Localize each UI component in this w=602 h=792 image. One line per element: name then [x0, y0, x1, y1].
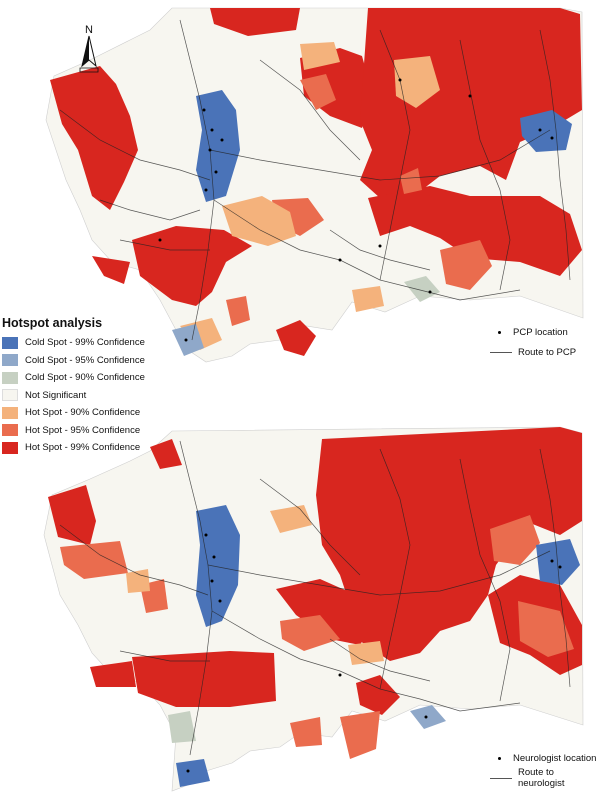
pcp-route-label: Route to PCP: [518, 346, 577, 358]
legend-item-not-significant: Not Significant: [0, 387, 200, 405]
legend-item-cold-95: Cold Spot - 95% Confidence: [0, 352, 200, 370]
hot-spot-95-regions: [60, 515, 574, 759]
legend-swatch: [2, 371, 18, 384]
pcp-route-legend-row: Route to PCP: [490, 342, 600, 362]
hot-spot-99-regions: [50, 8, 582, 356]
legend-swatch: [2, 441, 18, 454]
hot-spot-90-regions: [126, 505, 384, 665]
legend-label: Cold Spot - 95% Confidence: [25, 354, 145, 366]
legend-swatch: [2, 406, 18, 419]
pcp-hotspot-map: [45, 7, 584, 363]
legend-label: Cold Spot - 90% Confidence: [25, 372, 145, 384]
north-arrow-icon: N: [79, 24, 99, 73]
legend-swatch: [2, 389, 18, 402]
pcp-location-label: PCP location: [513, 326, 568, 338]
legend-item-cold-99: Cold Spot - 99% Confidence: [0, 334, 200, 352]
neurologist-location-label: Neurologist location: [513, 752, 597, 764]
legend-swatch: [2, 336, 18, 349]
neurologist-location-legend-row: Neurologist location: [490, 748, 600, 768]
route-network: [59, 440, 571, 756]
pcp-location-points: [158, 78, 554, 342]
route-line-icon: [490, 777, 512, 779]
cold-spot-regions: [172, 90, 572, 356]
route-network: [59, 19, 571, 341]
north-arrow-letter: N: [85, 24, 93, 36]
legend-item-cold-90: Cold Spot - 90% Confidence: [0, 369, 200, 387]
legend-label: Hot Spot - 99% Confidence: [25, 442, 141, 454]
location-dot-icon: [498, 330, 501, 334]
hot-spot-90-regions: [180, 42, 440, 350]
hotspot-legend: Hotspot analysis Cold Spot - 99% Confide…: [0, 316, 200, 457]
legend-swatch: [2, 354, 18, 367]
route-line-icon: [490, 351, 512, 353]
neurologist-hotspot-map: [43, 426, 584, 792]
pcp-route-legend: PCP location Route to PCP: [490, 322, 600, 362]
neurologist-route-legend-row: Route to neurologist: [490, 767, 600, 789]
legend-label: Hot Spot - 90% Confidence: [25, 407, 141, 419]
legend-item-hot-95: Hot Spot - 95% Confidence: [0, 422, 200, 440]
legend-label: Hot Spot - 95% Confidence: [25, 424, 141, 436]
neurologist-route-legend: Neurologist location Route to neurologis…: [490, 748, 600, 789]
location-dot-icon: [498, 756, 501, 760]
legend-item-hot-90: Hot Spot - 90% Confidence: [0, 404, 200, 422]
neurologist-route-label: Route to neurologist: [518, 767, 565, 789]
neurologist-location-points: [186, 533, 562, 773]
legend-item-hot-99: Hot Spot - 99% Confidence: [0, 439, 200, 457]
legend-swatch: [2, 424, 18, 437]
pcp-location-legend-row: PCP location: [490, 322, 600, 342]
legend-label: Not Significant: [25, 389, 87, 401]
legend-title: Hotspot analysis: [2, 316, 103, 330]
legend-label: Cold Spot - 99% Confidence: [25, 337, 145, 349]
